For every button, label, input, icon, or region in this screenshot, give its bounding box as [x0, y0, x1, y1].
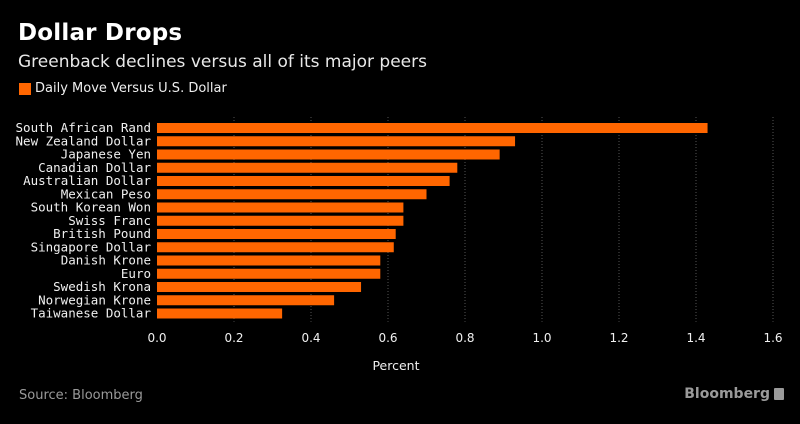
legend: Daily Move Versus U.S. Dollar	[19, 81, 227, 96]
bar	[157, 176, 450, 186]
bars	[157, 123, 708, 319]
category-label: New Zealand Dollar	[16, 133, 152, 148]
x-tick-label: 1.6	[763, 331, 782, 345]
x-axis-title: Percent	[372, 358, 419, 373]
brand-logo: Bloomberg	[684, 386, 784, 402]
legend-swatch	[19, 82, 31, 95]
category-label: South African Rand	[16, 120, 151, 135]
bar	[157, 242, 394, 253]
bar	[157, 189, 427, 200]
bar	[157, 229, 396, 239]
category-label: Norwegian Krone	[38, 292, 151, 307]
category-label: Danish Krone	[61, 253, 151, 268]
category-label: Canadian Dollar	[38, 160, 151, 175]
category-label: Japanese Yen	[61, 147, 151, 162]
category-label: British Pound	[53, 226, 151, 241]
x-tick-label: 1.0	[532, 331, 551, 345]
x-tick-labels: 0.0 0.2 0.4 0.6 0.8 1.0 1.2 1.4 1.6	[147, 331, 782, 345]
bar	[157, 268, 381, 279]
category-label: Singapore Dollar	[31, 239, 152, 254]
source-note: Source: Bloomberg	[19, 388, 143, 403]
x-tick-label: 0.0	[147, 331, 166, 345]
bar	[157, 136, 516, 147]
category-label: Taiwanese Dollar	[31, 306, 152, 321]
bloomberg-terminal-icon	[774, 388, 784, 400]
chart-title: Dollar Drops	[18, 20, 183, 46]
chart-subtitle: Greenback declines versus all of its maj…	[18, 52, 427, 72]
x-tick-label: 0.4	[301, 331, 320, 345]
bar	[157, 123, 708, 133]
bar	[157, 255, 381, 266]
x-tick-label: 0.2	[224, 331, 243, 345]
x-tick-label: 0.6	[378, 331, 397, 345]
bar	[157, 282, 362, 292]
bar	[157, 202, 404, 213]
category-label: Euro	[121, 266, 151, 281]
category-label: Swedish Krona	[53, 279, 151, 294]
bar	[157, 162, 458, 173]
x-tick-label: 1.4	[686, 331, 705, 345]
bar	[157, 295, 335, 306]
legend-label: Daily Move Versus U.S. Dollar	[35, 81, 227, 96]
brand-name: Bloomberg	[684, 386, 770, 402]
x-tick-label: 1.2	[609, 331, 628, 345]
category-label: Mexican Peso	[61, 186, 151, 201]
x-tick-label: 0.8	[455, 331, 474, 345]
category-label: South Korean Won	[31, 200, 151, 215]
bar	[157, 149, 500, 160]
category-label: Swiss Franc	[68, 213, 151, 228]
category-label: Australian Dollar	[23, 173, 151, 188]
bar	[157, 308, 283, 319]
bar	[157, 215, 404, 226]
